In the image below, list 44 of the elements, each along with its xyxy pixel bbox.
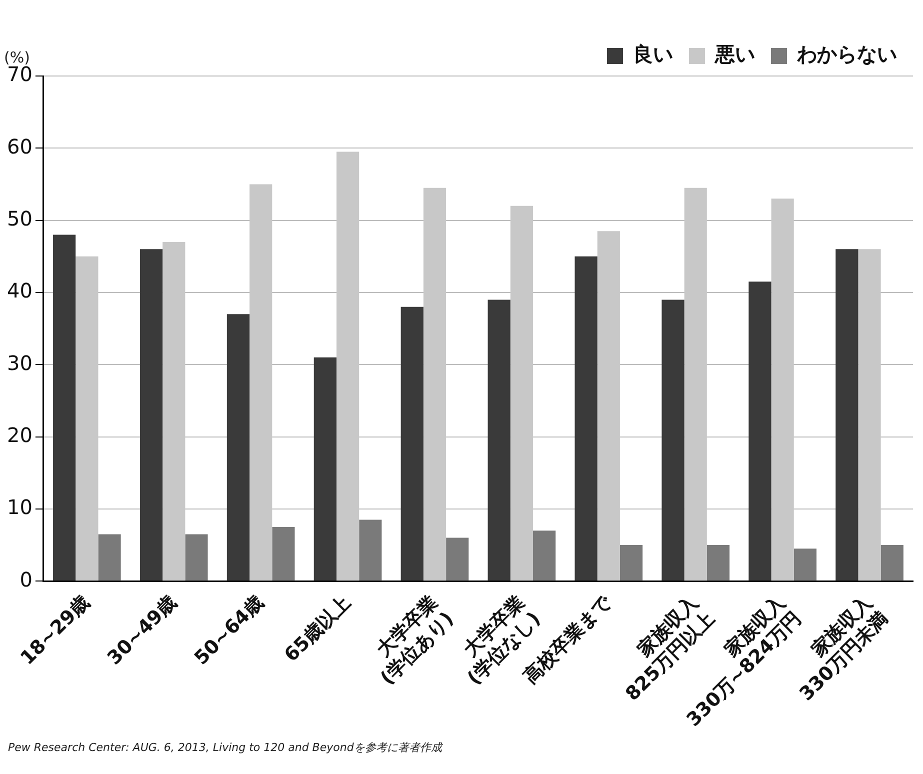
y-tick-label: 20 <box>6 422 32 447</box>
bar <box>574 256 598 581</box>
bar <box>250 184 272 581</box>
bar <box>226 314 250 581</box>
bar <box>662 300 684 581</box>
y-axis-title: (%) <box>4 48 30 66</box>
bar <box>684 188 707 581</box>
bar <box>620 545 643 581</box>
legend-label: 良い <box>633 42 673 66</box>
bar <box>794 548 816 581</box>
y-tick-label: 40 <box>6 278 32 303</box>
bar <box>597 231 620 581</box>
y-tick-label: 10 <box>6 495 32 520</box>
bar <box>162 242 186 581</box>
y-tick-label: 50 <box>6 206 32 231</box>
bar <box>771 198 794 581</box>
bar <box>748 282 772 581</box>
bar <box>314 357 336 581</box>
bar <box>706 545 730 581</box>
bar <box>836 249 858 581</box>
bar <box>400 306 424 581</box>
bar <box>53 234 76 581</box>
y-tick-label: 0 <box>20 567 32 592</box>
bar <box>488 300 510 581</box>
text: Pew Research Center: AUG. 6, 2013, Living to 120 and Beyondを参考に著者作成 <box>8 740 442 755</box>
bar <box>76 256 98 581</box>
bar <box>336 152 360 581</box>
x-tick-label: 65歳以上 <box>280 592 355 666</box>
bar <box>423 188 446 581</box>
bar <box>359 520 382 581</box>
bar <box>272 526 295 581</box>
legend-label: わからない <box>796 42 897 66</box>
bar <box>98 534 121 581</box>
y-tick-label: 30 <box>6 350 32 375</box>
bar <box>446 538 469 581</box>
x-tick-label: 大学卒業 (学位あり) <box>372 592 458 690</box>
bar <box>140 249 163 581</box>
y-tick-label: 60 <box>6 134 32 158</box>
bar <box>510 206 534 581</box>
legend-label: 悪い <box>714 42 755 66</box>
bar <box>858 249 881 581</box>
bar <box>533 530 556 581</box>
bar <box>880 545 904 581</box>
bar <box>185 534 208 581</box>
